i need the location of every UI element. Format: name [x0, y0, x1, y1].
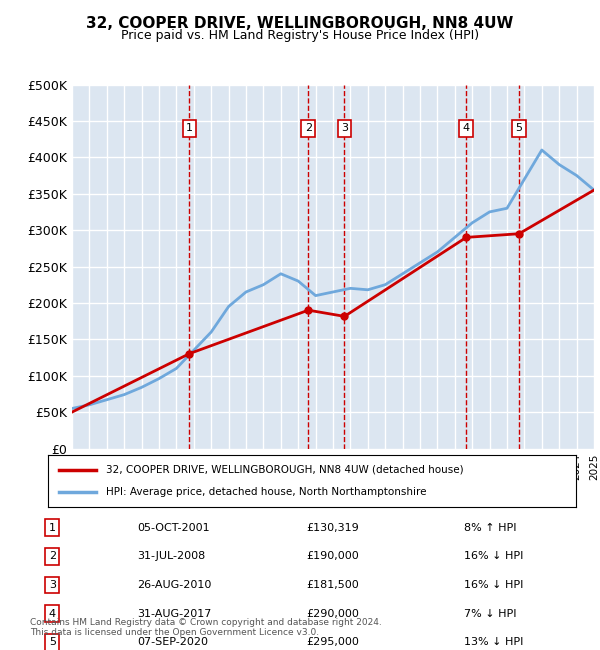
- Text: 32, COOPER DRIVE, WELLINGBOROUGH, NN8 4UW: 32, COOPER DRIVE, WELLINGBOROUGH, NN8 4U…: [86, 16, 514, 31]
- Text: 16% ↓ HPI: 16% ↓ HPI: [464, 551, 523, 562]
- Text: 2: 2: [49, 551, 56, 562]
- Text: 07-SEP-2020: 07-SEP-2020: [137, 637, 208, 647]
- Text: 16% ↓ HPI: 16% ↓ HPI: [464, 580, 523, 590]
- Text: 3: 3: [341, 124, 348, 133]
- Text: Contains HM Land Registry data © Crown copyright and database right 2024.
This d: Contains HM Land Registry data © Crown c…: [30, 618, 382, 637]
- Text: 1: 1: [186, 124, 193, 133]
- Text: Price paid vs. HM Land Registry's House Price Index (HPI): Price paid vs. HM Land Registry's House …: [121, 29, 479, 42]
- Text: £190,000: £190,000: [306, 551, 359, 562]
- Text: 5: 5: [515, 124, 523, 133]
- Text: 4: 4: [463, 124, 470, 133]
- Text: 31-AUG-2017: 31-AUG-2017: [137, 608, 211, 619]
- Text: 26-AUG-2010: 26-AUG-2010: [137, 580, 211, 590]
- Text: 2: 2: [305, 124, 312, 133]
- Text: 5: 5: [49, 637, 56, 647]
- Text: 13% ↓ HPI: 13% ↓ HPI: [464, 637, 523, 647]
- Text: 05-OCT-2001: 05-OCT-2001: [137, 523, 209, 533]
- Text: £295,000: £295,000: [306, 637, 359, 647]
- Text: 31-JUL-2008: 31-JUL-2008: [137, 551, 205, 562]
- Text: 4: 4: [49, 608, 56, 619]
- Text: 8% ↑ HPI: 8% ↑ HPI: [464, 523, 517, 533]
- Text: 7% ↓ HPI: 7% ↓ HPI: [464, 608, 517, 619]
- Text: HPI: Average price, detached house, North Northamptonshire: HPI: Average price, detached house, Nort…: [106, 488, 427, 497]
- Text: 32, COOPER DRIVE, WELLINGBOROUGH, NN8 4UW (detached house): 32, COOPER DRIVE, WELLINGBOROUGH, NN8 4U…: [106, 465, 464, 474]
- Text: £130,319: £130,319: [306, 523, 359, 533]
- Text: £290,000: £290,000: [306, 608, 359, 619]
- Text: 3: 3: [49, 580, 56, 590]
- Text: 1: 1: [49, 523, 56, 533]
- Text: £181,500: £181,500: [306, 580, 359, 590]
